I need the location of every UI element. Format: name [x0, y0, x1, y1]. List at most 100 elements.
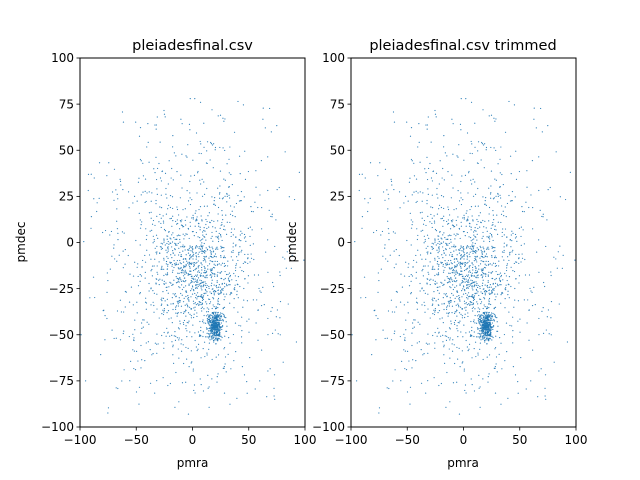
- scatter-point: [200, 246, 202, 248]
- scatter-point: [482, 246, 484, 248]
- scatter-point: [163, 309, 165, 312]
- scatter-point: [434, 308, 436, 310]
- scatter-point: [183, 238, 185, 240]
- scatter-point: [262, 286, 264, 288]
- scatter-point: [480, 323, 482, 325]
- scatter-point: [246, 381, 248, 383]
- scatter-point: [208, 320, 210, 323]
- scatter-point: [507, 397, 509, 399]
- scatter-point: [197, 283, 199, 286]
- scatter-point: [216, 246, 218, 248]
- scatter-point: [183, 246, 185, 248]
- scatter-point: [215, 314, 218, 317]
- scatter-point: [465, 292, 467, 295]
- scatter-point: [536, 251, 538, 253]
- scatter-point: [229, 294, 231, 296]
- scatter-point: [204, 272, 206, 274]
- scatter-point: [493, 246, 495, 249]
- scatter-point: [212, 266, 215, 269]
- scatter-point: [226, 163, 228, 165]
- scatter-point: [218, 238, 220, 240]
- scatter-point: [506, 202, 509, 205]
- scatter-point: [455, 269, 457, 271]
- scatter-point: [381, 230, 384, 233]
- scatter-point: [220, 291, 222, 293]
- scatter-point: [481, 327, 483, 329]
- scatter-point: [488, 289, 490, 292]
- scatter-point: [391, 311, 394, 313]
- scatter-point: [458, 413, 461, 415]
- scatter-point: [434, 311, 436, 313]
- scatter-point: [431, 217, 433, 219]
- scatter-point: [495, 277, 497, 280]
- scatter-point: [213, 318, 215, 320]
- scatter-point: [181, 270, 183, 272]
- scatter-point: [145, 308, 147, 310]
- scatter-point: [485, 273, 487, 275]
- scatter-point: [187, 312, 190, 314]
- scatter-point: [491, 318, 493, 320]
- scatter-point: [195, 256, 198, 258]
- scatter-point: [499, 186, 501, 188]
- scatter-point: [478, 215, 480, 217]
- scatter-point: [486, 326, 489, 328]
- scatter-point: [171, 225, 173, 227]
- scatter-point: [460, 225, 463, 227]
- scatter-point: [465, 225, 467, 227]
- scatter-point: [122, 250, 124, 252]
- scatter-point: [456, 265, 458, 267]
- scatter-point: [485, 290, 488, 293]
- scatter-point: [387, 208, 389, 210]
- scatter-point: [446, 276, 448, 278]
- scatter-point: [466, 262, 468, 264]
- scatter-point: [167, 331, 169, 333]
- scatter-point: [480, 246, 482, 249]
- scatter-point: [215, 307, 217, 309]
- scatter-point: [190, 175, 192, 177]
- scatter-point: [188, 320, 190, 322]
- scatter-point: [138, 386, 141, 388]
- scatter-point: [361, 173, 363, 175]
- scatter-point: [480, 330, 482, 332]
- scatter-point: [464, 174, 467, 177]
- scatter-point: [458, 347, 460, 349]
- scatter-point: [276, 309, 279, 311]
- scatter-point: [211, 271, 213, 274]
- scatter-point: [542, 213, 544, 215]
- scatter-point: [206, 303, 208, 305]
- scatter-point: [494, 306, 497, 309]
- scatter-point: [495, 149, 497, 152]
- scatter-point: [235, 267, 237, 269]
- scatter-point: [140, 344, 142, 347]
- scatter-point: [483, 240, 485, 242]
- scatter-point: [486, 247, 488, 249]
- scatter-point: [421, 217, 423, 219]
- scatter-point: [474, 227, 476, 229]
- scatter-point: [410, 219, 412, 221]
- scatter-point: [421, 304, 423, 306]
- scatter-point: [209, 320, 211, 322]
- scatter-point: [199, 279, 201, 281]
- scatter-point: [415, 190, 417, 192]
- scatter-point: [491, 245, 493, 247]
- scatter-point: [214, 149, 216, 151]
- scatter-point: [160, 246, 163, 248]
- scatter-point: [526, 322, 528, 324]
- scatter-point: [470, 248, 472, 250]
- scatter-point: [229, 205, 232, 207]
- scatter-point: [199, 226, 201, 228]
- scatter-point: [154, 172, 156, 174]
- scatter-point: [470, 226, 472, 228]
- scatter-point: [465, 332, 467, 334]
- scatter-point: [503, 259, 505, 261]
- scatter-point: [176, 206, 178, 208]
- scatter-point: [141, 266, 143, 268]
- scatter-point: [189, 197, 191, 199]
- scatter-point: [440, 206, 442, 209]
- scatter-point: [150, 217, 152, 219]
- scatter-point: [198, 271, 200, 273]
- scatter-point: [176, 219, 178, 221]
- scatter-point: [461, 262, 463, 264]
- scatter-point: [161, 265, 163, 267]
- scatter-point: [243, 237, 246, 239]
